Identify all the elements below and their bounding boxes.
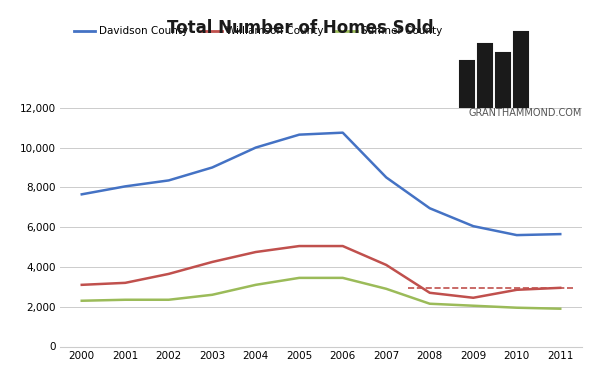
Bar [478,44,492,108]
Legend: Davidson County, Williamson County, Sumner County: Davidson County, Williamson County, Sumn… [70,22,446,41]
Bar [514,32,528,108]
Text: GRANTHAMMOND.COM: GRANTHAMMOND.COM [469,108,582,118]
Bar [460,61,474,108]
Text: Total Number of Homes Sold: Total Number of Homes Sold [167,19,433,37]
Bar [496,53,510,108]
